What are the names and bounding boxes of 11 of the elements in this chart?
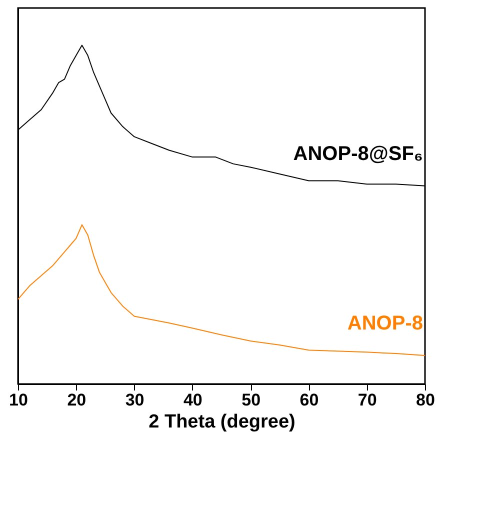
x-tick-label: 40 <box>183 390 202 410</box>
x-tick-label: 20 <box>67 390 86 410</box>
x-tick-label: 60 <box>300 390 319 410</box>
series-label: ANOP-8@SF₆ <box>293 142 423 165</box>
x-tick-label: 10 <box>9 390 28 410</box>
x-tick-label: 70 <box>358 390 377 410</box>
series-label: ANOP-8 <box>347 312 423 335</box>
x-tick-label: 50 <box>242 390 261 410</box>
x-tick-label: 30 <box>125 390 144 410</box>
x-tick-label: 80 <box>416 390 435 410</box>
x-axis-title: 2 Theta (degree) <box>148 412 296 432</box>
